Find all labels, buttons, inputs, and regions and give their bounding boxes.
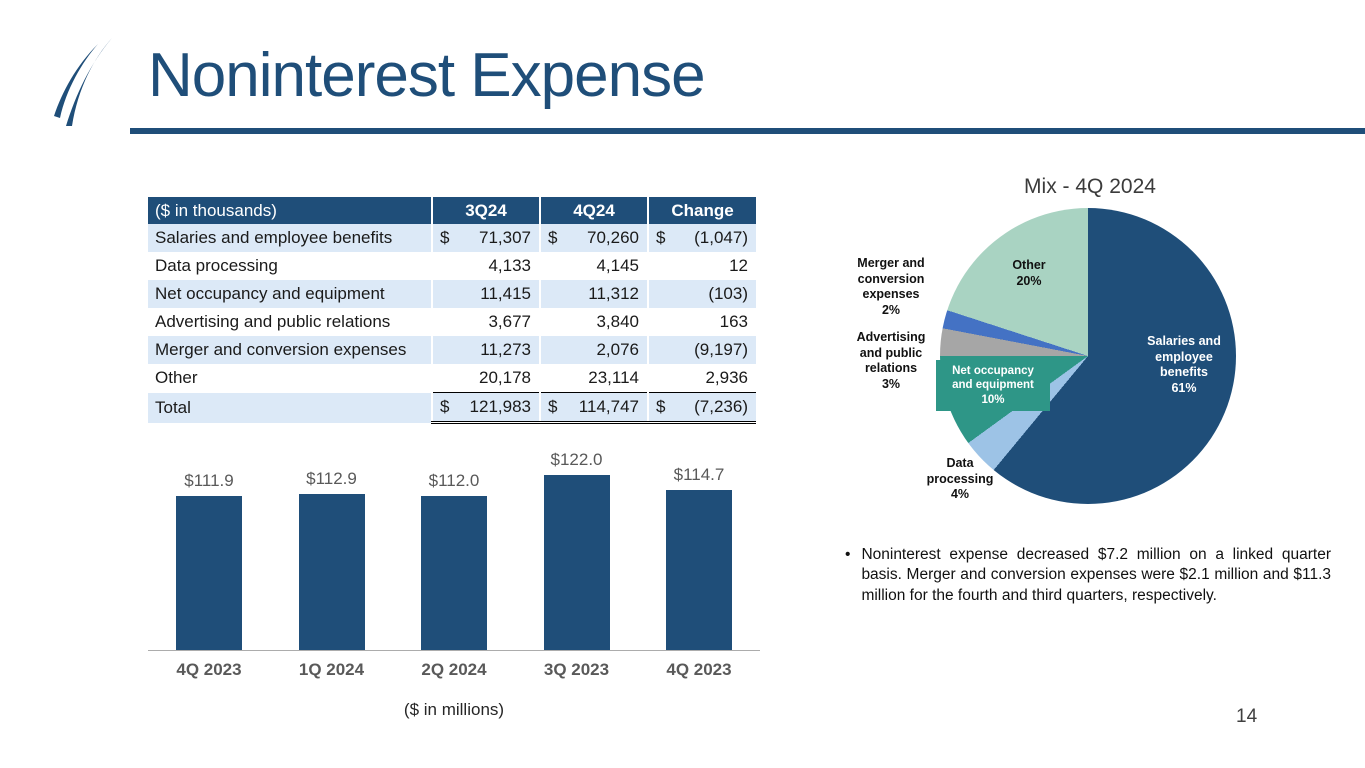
cell-value: 23,114 xyxy=(588,368,639,387)
pie-label-other: Other 20% xyxy=(1012,258,1046,288)
table-row: Salaries and employee benefits $71,307 $… xyxy=(148,224,756,252)
pie-label-data-processing: Data processing 4% xyxy=(926,456,994,502)
row-label: Total xyxy=(155,397,191,417)
row-label: Other xyxy=(155,368,198,388)
dollar-sign: $ xyxy=(656,228,666,247)
table-total-row: Total $121,983 $114,747 $ (7,236) xyxy=(148,392,756,424)
cell-value: (9,197) xyxy=(694,340,748,359)
pie-chart: Mix - 4Q 2024 Salaries and employee bene… xyxy=(830,175,1360,548)
row-label: Advertising and public relations xyxy=(155,312,391,331)
table-header-row: ($ in thousands) 3Q24 4Q24 Change xyxy=(148,197,756,224)
cell-value: 3,677 xyxy=(488,312,531,331)
cell-value: 121,983 xyxy=(469,397,531,416)
dollar-sign: $ xyxy=(440,228,450,247)
dollar-sign: $ xyxy=(656,397,666,416)
row-label: Data processing xyxy=(155,256,278,275)
table-row: Other 20,178 23,114 2,936 xyxy=(148,364,756,393)
cell-value: 11,312 xyxy=(588,284,639,303)
bullet-text: Noninterest expense decreased $7.2 milli… xyxy=(861,546,1331,604)
bar xyxy=(298,494,365,650)
dollar-sign: $ xyxy=(548,228,558,247)
title-underline xyxy=(130,128,1365,134)
bullet-marker: • xyxy=(845,546,851,563)
x-axis-label: 3Q 2023 xyxy=(543,660,610,679)
bar-group: $114.7 xyxy=(646,465,752,650)
cell-value: (103) xyxy=(708,284,748,303)
pie-chart-title: Mix - 4Q 2024 xyxy=(1024,175,1156,198)
cell-value: 20,178 xyxy=(479,368,531,387)
bar-value-label: $112.9 xyxy=(306,469,357,488)
cell-value: 3,840 xyxy=(596,312,639,331)
bar-value-label: $112.0 xyxy=(428,471,480,490)
pie-label-net-occupancy: Net occupancy and equipment 10% xyxy=(936,360,1050,412)
cell-value: 11,273 xyxy=(480,340,531,359)
row-label: Salaries and employee benefits xyxy=(155,228,393,247)
page-title: Noninterest Expense xyxy=(148,41,706,110)
col-header-change: Change xyxy=(647,197,756,224)
cell-value: (7,236) xyxy=(694,397,748,416)
x-axis-label: 4Q 2023 xyxy=(176,660,242,679)
cell-value: 70,260 xyxy=(587,228,639,247)
cell-value: 4,145 xyxy=(596,256,639,275)
cell-value: 2,936 xyxy=(705,368,748,387)
cell-value: 71,307 xyxy=(479,228,531,247)
dollar-sign: $ xyxy=(440,397,450,416)
bar xyxy=(176,496,242,650)
cell-value: 11,415 xyxy=(480,284,531,303)
bar-chart-plot-area: $111.9 $112.9 $112.0 $122.0 $114.7 xyxy=(148,438,760,651)
pie-label-merger: Merger and conversion expenses 2% xyxy=(857,256,925,317)
cell-value: 4,133 xyxy=(488,256,531,275)
col-header-4q24: 4Q24 xyxy=(539,197,648,224)
company-logo-swoosh-icon xyxy=(52,36,114,128)
row-label: Merger and conversion expenses xyxy=(155,340,407,359)
cell-value: 12 xyxy=(729,256,748,275)
cell-value: (1,047) xyxy=(694,228,748,247)
bar-value-label: $111.9 xyxy=(184,471,234,490)
bar-value-label: $114.7 xyxy=(673,465,725,484)
pie xyxy=(940,208,1236,504)
bar xyxy=(543,475,610,650)
expense-table: ($ in thousands) 3Q24 4Q24 Change Salari… xyxy=(148,197,756,424)
bar-group: $112.0 xyxy=(401,471,507,650)
table-row: Net occupancy and equipment 11,415 11,31… xyxy=(148,280,756,308)
page-number: 14 xyxy=(1236,706,1258,727)
cell-value: 2,076 xyxy=(596,340,639,359)
cell-value: 114,747 xyxy=(578,397,639,416)
table-row: Advertising and public relations 3,677 3… xyxy=(148,308,756,336)
unit-label: ($ in thousands) xyxy=(148,197,432,224)
pie-chart-area: Salaries and employee benefits 61% Other… xyxy=(830,208,1360,548)
bar-group: $122.0 xyxy=(524,450,630,650)
pie-label-salaries: Salaries and employee benefits 61% xyxy=(1147,334,1221,395)
col-header-3q24: 3Q24 xyxy=(431,197,540,224)
x-axis-labels: 4Q 2023 1Q 2024 2Q 2024 3Q 2023 4Q 2023 xyxy=(148,660,760,680)
x-axis-label: 4Q 2023 xyxy=(666,660,732,679)
bar-chart: $111.9 $112.9 $112.0 $122.0 $114.7 4Q 20… xyxy=(148,438,760,720)
dollar-sign: $ xyxy=(548,397,558,416)
bar-value-label: $122.0 xyxy=(550,450,603,469)
pie-label-advertising: Advertising and public relations 3% xyxy=(856,330,926,391)
bar-group: $111.9 xyxy=(156,471,262,650)
x-axis-label: 1Q 2024 xyxy=(298,660,365,679)
x-axis-label: 2Q 2024 xyxy=(421,660,487,679)
row-label: Net occupancy and equipment xyxy=(155,284,385,303)
bar xyxy=(666,490,732,650)
table-row: Merger and conversion expenses 11,273 2,… xyxy=(148,336,756,364)
bar-chart-units-caption: ($ in millions) xyxy=(403,700,505,719)
bullet-point: • Noninterest expense decreased $7.2 mil… xyxy=(845,545,1331,606)
table-row: Data processing 4,133 4,145 12 xyxy=(148,252,756,280)
cell-value: 163 xyxy=(719,312,748,331)
bar-group: $112.9 xyxy=(279,469,385,650)
bar xyxy=(421,496,487,650)
